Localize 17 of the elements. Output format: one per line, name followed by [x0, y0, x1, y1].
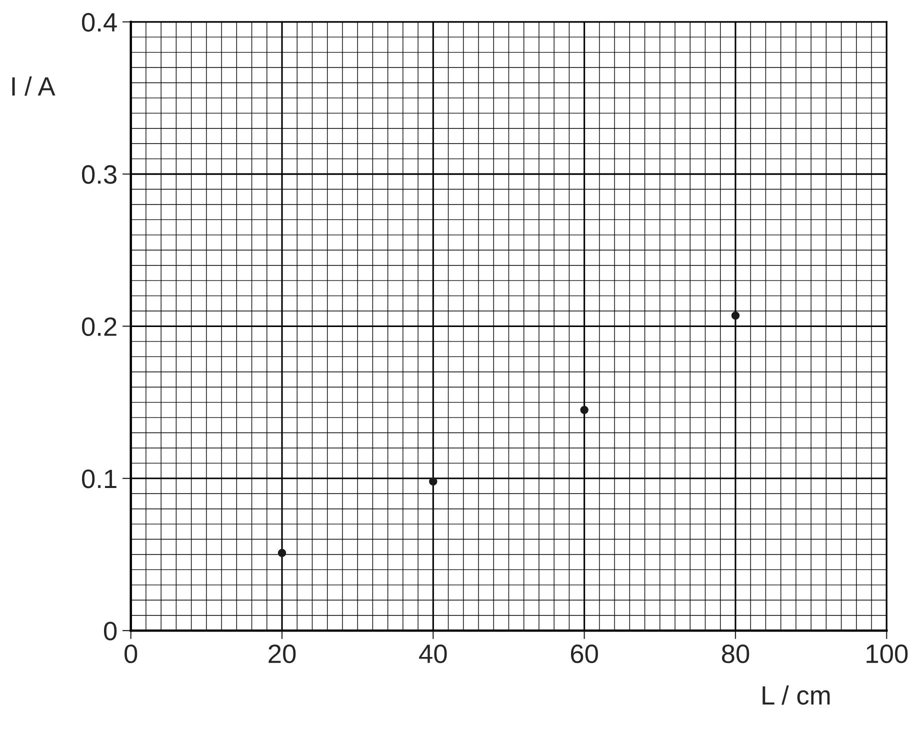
x-tick-label: 20 [268, 644, 296, 664]
point [580, 406, 588, 414]
x-tick-label: 60 [570, 644, 598, 664]
point [278, 548, 286, 558]
x-tick-label: 100 [866, 644, 908, 664]
x-axis-title: L / cm [762, 685, 830, 705]
y-axis-title: I / A [12, 76, 56, 96]
point [731, 311, 740, 320]
point [429, 477, 438, 486]
y-tick-label: 0.4 [82, 13, 117, 32]
x-tick-label: 80 [722, 644, 750, 664]
x-tick-label: 40 [419, 644, 447, 664]
y-tick-label: 0 [104, 622, 117, 640]
x-tick-label: 0 [124, 644, 138, 664]
y-tick-label: 0.2 [82, 317, 116, 336]
y-tick-label: 0.3 [82, 165, 116, 184]
y-tick-label: 0.1 [82, 470, 116, 488]
